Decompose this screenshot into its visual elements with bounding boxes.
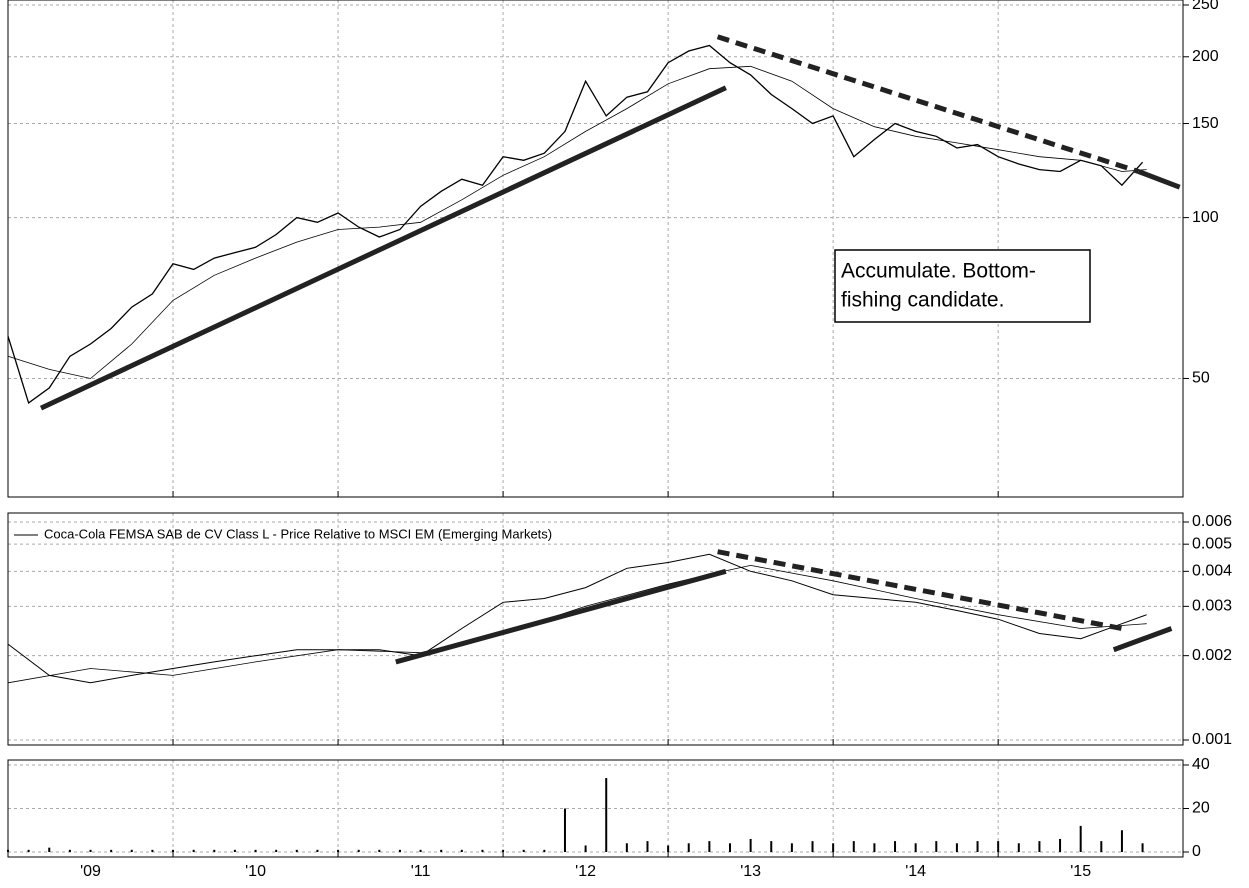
volume-bar (1059, 838, 1062, 852)
relative-panel (7, 512, 1184, 746)
y-tick-label: 0.006 (1192, 513, 1232, 530)
price-line (7, 65, 1147, 379)
price-line (7, 564, 1147, 684)
volume-bar (1141, 843, 1144, 852)
volume-bar (563, 808, 566, 852)
y-tick-label: 0.002 (1192, 647, 1232, 664)
x-tick-label: '10 (245, 863, 266, 880)
volume-bar (646, 841, 649, 852)
volume-bar (790, 843, 793, 852)
x-tick-label: '12 (575, 863, 596, 880)
volume-bar (873, 843, 876, 852)
volume-bar (625, 843, 628, 852)
volume-bar (667, 845, 670, 852)
y-tick-label: 0.005 (1192, 535, 1232, 552)
y-tick-label: 0.001 (1192, 731, 1232, 748)
volume-bar (976, 841, 979, 852)
volume-bar (233, 849, 236, 852)
volume-bar (728, 843, 731, 852)
volume-bar (172, 849, 175, 852)
volume-bar (295, 849, 298, 852)
volume-bar (48, 847, 51, 852)
volume-bar (1017, 843, 1020, 852)
y-tick-label: 0.004 (1192, 563, 1232, 580)
volume-bar (997, 841, 1000, 852)
y-tick-label: 40 (1192, 756, 1210, 773)
annotation-box (834, 249, 1091, 323)
volume-bar (502, 849, 505, 852)
x-tick-label: '11 (411, 863, 431, 880)
y-tick-label: 0 (1192, 843, 1201, 860)
y-tick-label: 150 (1192, 115, 1219, 132)
y-tick-label: 50 (1192, 370, 1210, 387)
price-line (7, 44, 1144, 404)
trend-line (717, 549, 1123, 631)
volume-bar (687, 843, 690, 852)
annotation: fishing candidate. (841, 289, 1004, 312)
volume-bar (770, 841, 773, 852)
trend-line (1137, 169, 1181, 190)
volume-bar (398, 849, 401, 852)
volume-bar (110, 849, 113, 852)
volume-bar (1100, 841, 1103, 852)
volume-bar (543, 849, 546, 852)
price-panel (7, 0, 1184, 498)
volume-bar (708, 841, 711, 852)
x-tick-label: '09 (80, 863, 101, 880)
volume-bar (1120, 830, 1123, 852)
volume-bar (68, 849, 71, 852)
volume-bar (7, 849, 9, 852)
volume-bar (481, 849, 484, 852)
volume-bar (955, 843, 958, 852)
price-line (7, 553, 1147, 684)
y-tick-label: 100 (1192, 209, 1219, 226)
volume-bar (1038, 841, 1041, 852)
x-tick-label: '13 (740, 863, 761, 880)
volume-bar (357, 849, 360, 852)
annotation: Accumulate. Bottom- (841, 260, 1036, 283)
volume-bar (605, 778, 608, 852)
volume-bar (935, 841, 938, 852)
volume-bar (337, 849, 340, 852)
volume-bar (460, 849, 463, 852)
y-tick-label: 20 (1192, 800, 1210, 817)
volume-bar (832, 843, 835, 852)
trend-line (716, 34, 1140, 174)
volume-bar (316, 849, 319, 852)
x-tick-label: '14 (905, 863, 926, 880)
volume-bar (852, 841, 855, 852)
trend-line (395, 568, 727, 665)
volume-bar (213, 849, 216, 852)
volume-bar (89, 849, 92, 852)
volume-bar (419, 849, 422, 852)
volume-bar (522, 849, 525, 852)
volume-bar (749, 838, 752, 852)
y-tick-label: 200 (1192, 48, 1219, 65)
volume-bar (378, 849, 381, 852)
y-tick-label: 250 (1192, 0, 1219, 13)
volume-bar (254, 849, 257, 852)
volume-bar (275, 849, 278, 852)
legend-label: Coca-Cola FEMSA SAB de CV Class L - Pric… (44, 526, 552, 541)
volume-bar (151, 849, 154, 852)
volume-bar (27, 849, 30, 852)
trend-line (39, 85, 727, 411)
volume-bar (894, 841, 897, 852)
volume-bar (440, 849, 443, 852)
trend-line (1112, 626, 1173, 653)
x-tick-label: '15 (1070, 863, 1091, 880)
y-tick-label: 0.003 (1192, 598, 1232, 615)
volume-bar (1079, 825, 1082, 852)
volume-bar (584, 845, 587, 852)
volume-bar (192, 849, 195, 852)
volume-bar (811, 841, 814, 852)
volume-bar (914, 843, 917, 852)
volume-bar (130, 849, 133, 852)
